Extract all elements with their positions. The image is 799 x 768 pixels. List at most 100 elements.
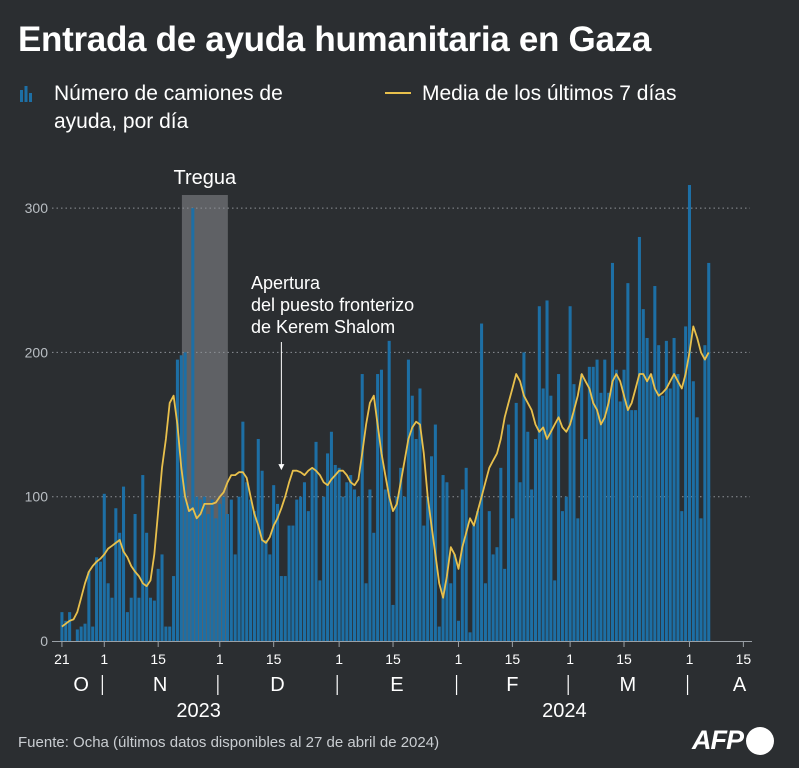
bar (218, 503, 222, 641)
bar (395, 496, 399, 641)
bar (641, 309, 645, 641)
bar (268, 554, 272, 641)
bar (353, 489, 357, 641)
month-label: N (153, 674, 167, 696)
bar (291, 525, 295, 641)
x-tick-label: 1 (566, 651, 574, 667)
line-swatch-icon (385, 92, 411, 94)
bar (610, 262, 614, 641)
bar (695, 417, 699, 641)
bar (391, 604, 395, 641)
bar (422, 525, 426, 641)
annotation-arrowhead (278, 464, 285, 471)
bar (272, 485, 276, 641)
bar (445, 482, 449, 641)
bar (406, 359, 410, 641)
afp-logo-text: AFP (692, 725, 744, 755)
bar (372, 532, 376, 641)
bar (68, 612, 72, 641)
bar (426, 496, 430, 641)
x-tick-label: 15 (266, 651, 282, 667)
bar (664, 340, 668, 641)
bar (568, 306, 572, 641)
afp-dot-icon (746, 726, 774, 755)
bar (160, 554, 164, 641)
bar (79, 626, 83, 641)
bar (329, 431, 333, 641)
bar (360, 374, 364, 641)
x-tick-label: 1 (686, 651, 694, 667)
bar (587, 366, 591, 641)
bar (283, 576, 287, 641)
x-tick-label: 1 (455, 651, 463, 667)
bar (676, 374, 680, 641)
bar (245, 482, 249, 641)
bar (322, 496, 326, 641)
annotation-text: Apertura (251, 273, 321, 293)
bar (310, 467, 314, 641)
bar (172, 576, 176, 641)
bar (195, 496, 199, 641)
bar (152, 600, 156, 641)
bar (576, 518, 580, 641)
bar (680, 511, 684, 641)
bar (518, 482, 522, 641)
bar (233, 554, 237, 641)
bar (225, 514, 229, 641)
bar (299, 496, 303, 641)
bar (487, 511, 491, 641)
bar (125, 612, 129, 641)
bar (256, 438, 260, 641)
truce-label: Tregua (174, 167, 238, 189)
bar (495, 547, 499, 641)
bar (368, 489, 372, 641)
bar (649, 374, 653, 641)
bar (637, 236, 641, 641)
bar (252, 511, 256, 641)
bar (607, 392, 611, 641)
bar (572, 384, 576, 641)
bar (148, 597, 152, 641)
bar (687, 185, 691, 641)
bar (175, 359, 179, 641)
x-tick-label: 15 (616, 651, 632, 667)
bar (114, 508, 118, 641)
bar (614, 369, 618, 641)
bar (318, 580, 322, 641)
bar (349, 475, 353, 641)
bar (403, 496, 407, 641)
bar (468, 632, 472, 641)
month-label: F (506, 674, 518, 696)
bar (514, 402, 518, 641)
afp-logo: AFP (692, 725, 774, 757)
bar (472, 525, 476, 641)
x-tick-label: 1 (100, 651, 108, 667)
bar (129, 597, 133, 641)
year-label: 2023 (176, 700, 221, 722)
bar (499, 467, 503, 641)
bar (122, 486, 126, 641)
bar (684, 326, 688, 641)
source-note: Fuente: Ocha (últimos datos disponibles … (18, 734, 440, 751)
bar (410, 395, 414, 641)
bar (476, 511, 480, 641)
bar (522, 352, 526, 641)
bar (260, 470, 264, 641)
bar (387, 340, 391, 641)
bar (414, 438, 418, 641)
bar (668, 388, 672, 641)
bar (645, 337, 649, 641)
bar (187, 503, 191, 641)
bar (599, 392, 603, 641)
bar (491, 554, 495, 641)
month-label: O (73, 674, 89, 696)
bar (156, 568, 160, 641)
bar (64, 620, 68, 641)
x-tick-label: 1 (216, 651, 224, 667)
bar (241, 421, 245, 641)
bar (341, 496, 345, 641)
series-line-average (61, 325, 710, 628)
bar (202, 496, 206, 641)
bar (530, 489, 534, 641)
